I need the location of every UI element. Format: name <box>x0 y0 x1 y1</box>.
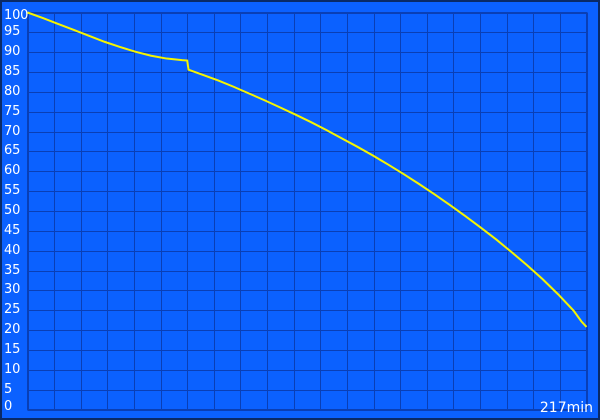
data-series-layer <box>27 11 588 328</box>
x-axis-runtime-label: 217min <box>539 400 593 416</box>
data-line-battery-remaining <box>27 11 588 328</box>
grid-lines <box>27 12 588 411</box>
plot-frame <box>27 12 587 410</box>
